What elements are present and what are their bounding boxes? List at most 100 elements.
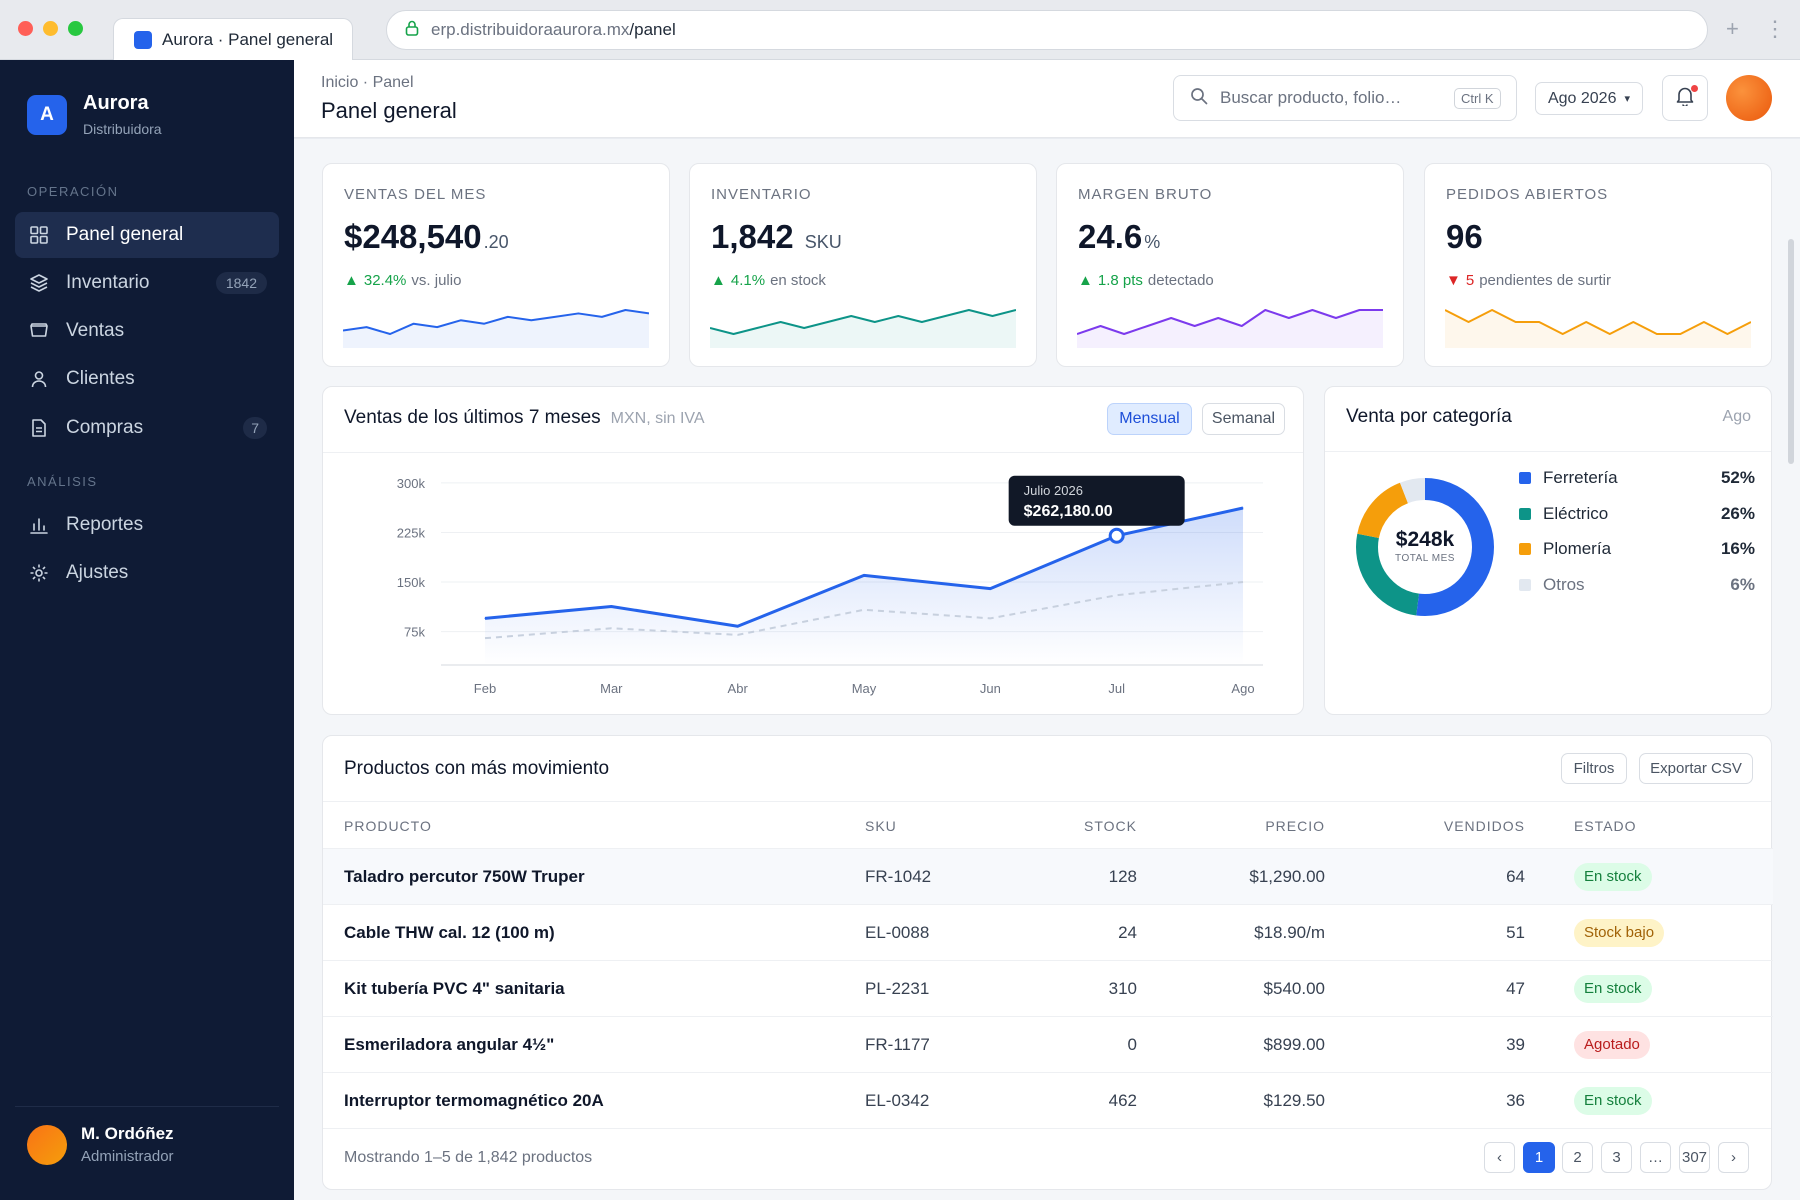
page-title: Panel general — [321, 98, 457, 123]
pagination-page-3[interactable]: 3 — [1601, 1142, 1632, 1173]
notification-dot — [1691, 85, 1698, 92]
sparkline-line — [710, 309, 1016, 335]
sidebar-item-ventas[interactable]: Ventas — [15, 308, 279, 354]
legend-swatch — [1519, 579, 1531, 591]
new-tab-button[interactable]: + — [1726, 16, 1739, 41]
column-header-estado[interactable]: ESTADO — [1574, 818, 1637, 834]
address-bar[interactable]: erp.distribuidoraaurora.mx/panel — [386, 10, 1708, 50]
sidebar-item-reportes[interactable]: Reportes — [15, 502, 279, 548]
legend-swatch — [1519, 543, 1531, 555]
products-title: Productos con más movimiento — [344, 758, 610, 779]
search-input[interactable] — [1220, 88, 1442, 108]
brand[interactable]: A Aurora Distribuidora — [27, 92, 162, 137]
toggle-semanal[interactable]: Semanal — [1202, 403, 1285, 435]
sidebar-divider — [15, 1106, 279, 1107]
product-price: $129.50 — [1263, 1091, 1325, 1110]
kpi-sparkline — [1077, 309, 1383, 348]
kpi-card-margen[interactable]: MARGEN BRUTO 24.6% ▲ 1.8 pts detectado — [1056, 163, 1404, 367]
pagination-page-307[interactable]: 307 — [1679, 1142, 1710, 1173]
kpi-delta-note: en stock — [770, 272, 826, 289]
kpi-delta-note: detectado — [1147, 272, 1214, 289]
trend-down-icon: ▼ — [1446, 272, 1461, 289]
sidebar-item-ajustes[interactable]: Ajustes — [15, 550, 279, 596]
donut-slice[interactable] — [1356, 478, 1494, 616]
table-row[interactable]: Cable THW cal. 12 (100 m) EL-0088 24 $18… — [323, 904, 1773, 960]
period-selector[interactable]: Ago 2026 ▾ — [1535, 82, 1643, 115]
sidebar-item-label: Ventas — [66, 320, 125, 341]
status-badge: Stock bajo — [1574, 919, 1665, 947]
product-sold: 47 — [1506, 979, 1525, 998]
user-avatar — [27, 1124, 67, 1165]
table-row[interactable]: Interruptor termomagnético 20A EL-0342 4… — [323, 1072, 1773, 1128]
chart-divider — [323, 452, 1303, 453]
user-profile[interactable]: M. Ordóñez Administrador — [27, 1124, 174, 1165]
highlight-point[interactable] — [1108, 527, 1125, 544]
products-table-card: Productos con más movimiento Filtros Exp… — [322, 735, 1773, 1190]
avatar[interactable] — [1726, 75, 1772, 121]
legend-percent: 52% — [1720, 468, 1755, 487]
compras-count-badge: 7 — [243, 417, 267, 439]
column-header-stock[interactable]: STOCK — [1084, 818, 1137, 834]
product-sku: FR-1042 — [865, 867, 932, 886]
product-stock: 310 — [1108, 979, 1137, 998]
brand-logo: A — [27, 94, 67, 135]
column-header-precio[interactable]: PRECIO — [1265, 818, 1325, 834]
kpi-value-main: 1,842 — [711, 218, 794, 255]
kpi-value-main: 96 — [1446, 218, 1483, 255]
column-header-sku[interactable]: SKU — [865, 818, 897, 834]
kpi-card-inventario[interactable]: INVENTARIO 1,842 SKU ▲ 4.1% en stock — [689, 163, 1037, 367]
kpi-card-ventas[interactable]: VENTAS DEL MES $248,540.20 ▲ 32.4% vs. jul… — [322, 163, 670, 367]
kpi-value-suffix: SKU — [804, 232, 842, 252]
product-stock: 0 — [1127, 1035, 1137, 1054]
search-box[interactable]: Ctrl K — [1173, 75, 1517, 121]
filters-button[interactable]: Filtros — [1561, 753, 1627, 784]
export-csv-button[interactable]: Exportar CSV — [1639, 753, 1753, 784]
legend-swatch — [1519, 508, 1531, 520]
table-row[interactable]: Kit tubería PVC 4" sanitaria PL-2231 310… — [323, 960, 1773, 1016]
browser-tab[interactable]: Aurora · Panel general — [113, 18, 353, 60]
toggle-mensual[interactable]: Mensual — [1107, 403, 1192, 435]
x-tick-label: Jun — [980, 681, 1001, 696]
kpi-card-pedidos[interactable]: PEDIDOS ABIERTOS 96 ▼ 5 pendientes de surt… — [1424, 163, 1772, 367]
notifications-button[interactable] — [1662, 75, 1708, 121]
sparkline-line — [1077, 309, 1383, 335]
legend-label: Ferretería — [1543, 468, 1618, 487]
sidebar-item-panel-general[interactable]: Panel general — [15, 212, 279, 258]
page-scrollbar[interactable] — [1788, 239, 1794, 464]
maximize-window-icon[interactable] — [68, 21, 83, 36]
legend-percent: 26% — [1720, 504, 1755, 523]
column-header-producto[interactable]: PRODUCTO — [344, 818, 432, 834]
table-row[interactable]: Esmeriladora angular 4½" FR-1177 0 $899.… — [323, 1016, 1773, 1072]
pagination-page-2[interactable]: 2 — [1562, 1142, 1593, 1173]
donut-center-value: $248k — [1395, 528, 1455, 551]
x-tick-label: Ago — [1231, 681, 1254, 696]
table-row[interactable]: Taladro percutor 750W Truper FR-1042 128… — [323, 848, 1773, 904]
y-tick-label: 75k — [404, 625, 425, 640]
pagination-prev-button[interactable]: ‹ — [1484, 1142, 1515, 1173]
legend-label: Plomería — [1543, 539, 1612, 558]
legend-percent: 6% — [1730, 575, 1755, 594]
column-header-vendidos[interactable]: VENDIDOS — [1443, 818, 1525, 834]
kpi-delta-value: 32.4% — [363, 272, 407, 289]
bell-icon — [1676, 86, 1694, 111]
sidebar-item-compras[interactable]: Compras 7 — [15, 405, 279, 451]
kpi-label: MARGEN BRUTO — [1078, 186, 1213, 203]
close-window-icon[interactable] — [18, 21, 33, 36]
x-tick-label: Mar — [600, 681, 623, 696]
url-path: /panel — [629, 20, 676, 39]
lock-icon — [405, 20, 419, 41]
nav-section-analisis: ANÁLISIS — [27, 474, 98, 489]
legend-item-otros: Otros 6% — [1519, 575, 1755, 595]
table-footer-summary: Mostrando 1–5 de 1,842 productos — [344, 1149, 593, 1166]
data-point — [863, 574, 865, 576]
pagination-next-button[interactable]: › — [1718, 1142, 1749, 1173]
browser-chrome: Aurora · Panel general erp.distribuidora… — [0, 0, 1800, 60]
donut-slice[interactable] — [1356, 478, 1494, 616]
sidebar-item-label: Compras — [66, 417, 144, 438]
minimize-window-icon[interactable] — [43, 21, 58, 36]
product-name: Kit tubería PVC 4" sanitaria — [344, 979, 565, 998]
sidebar-item-inventario[interactable]: Inventario 1842 — [15, 260, 279, 306]
sidebar-item-clientes[interactable]: Clientes — [15, 356, 279, 402]
pagination-page-1[interactable]: 1 — [1523, 1142, 1555, 1173]
browser-menu-button[interactable]: ⋮ — [1764, 16, 1786, 41]
